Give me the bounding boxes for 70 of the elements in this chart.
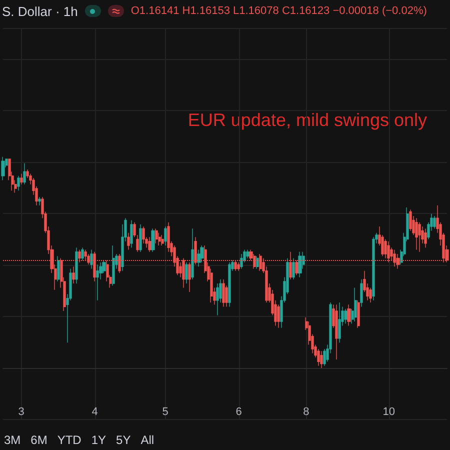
text: 6M: [30, 433, 48, 447]
candlestick: [228, 262, 231, 308]
candlestick: [185, 262, 188, 284]
candlestick: [240, 254, 243, 270]
chart-subtitle: O1.16141 H1.16153 L1.16078 C1.16123 −0.00018 (−0.02%): [130, 5, 427, 17]
x-tick-label: 5: [162, 406, 168, 418]
candlestick: [433, 216, 436, 229]
candlestick: [81, 247, 84, 261]
candlestick: [354, 287, 357, 322]
candlestick: [292, 258, 295, 280]
candlestick: [338, 302, 341, 344]
candlestick: [72, 266, 75, 284]
candlestick: [360, 278, 363, 308]
candlestick: [17, 176, 20, 191]
candlestick: [164, 226, 167, 246]
candlestick: [130, 220, 133, 248]
candlestick: [317, 348, 320, 366]
candlestick: [112, 245, 115, 286]
candlestick: [200, 245, 204, 263]
candlestick: [237, 262, 240, 272]
candlestick: [246, 249, 250, 259]
candlestick: [1, 156, 5, 180]
candlestick: [191, 228, 194, 280]
x-tick-label: 8: [303, 406, 310, 418]
x-tick-label: 3: [18, 406, 24, 418]
text: 3M: [4, 433, 21, 447]
candlestick: [197, 249, 201, 267]
text: 1Y: [91, 433, 106, 447]
candlestick: [151, 228, 155, 252]
candlestick: [344, 308, 348, 324]
candlestick: [409, 209, 412, 232]
candlestick: [142, 226, 145, 244]
candlestick: [216, 283, 219, 316]
candlestick: [57, 256, 60, 282]
candlestick: [415, 218, 418, 250]
candlestick: [418, 222, 421, 252]
candlestick: [96, 264, 99, 301]
candlestick: [256, 256, 259, 270]
text: 5Y: [116, 433, 131, 447]
candlestick: [357, 300, 360, 328]
candlestick: [23, 162, 26, 185]
candlestick: [20, 173, 23, 185]
candlestick: [158, 232, 161, 246]
chart-title: S. Dollar · 1h: [2, 4, 78, 18]
candlestick: [372, 236, 375, 301]
candlestick: [384, 238, 387, 259]
text: All: [140, 433, 154, 447]
x-tick-label: 4: [92, 406, 98, 418]
candlestick: [167, 222, 170, 252]
candlestick: [277, 304, 280, 328]
candlestick: [38, 196, 41, 206]
candlestick: [323, 348, 326, 366]
candlestick: [148, 236, 152, 252]
candlestick: [161, 234, 164, 246]
text: EUR update, mild swings only: [188, 110, 428, 130]
candlestick: [298, 252, 302, 278]
text: YTD: [57, 433, 82, 447]
candlestick: [320, 350, 323, 368]
candlestick: [335, 304, 338, 360]
candlestick: [222, 278, 225, 308]
x-tick-label: 6: [236, 406, 242, 418]
candlestick: [127, 232, 130, 250]
candlestick: [155, 228, 158, 244]
x-tick-label: 10: [382, 406, 395, 418]
candlestick: [424, 228, 427, 248]
candlestick: [347, 304, 351, 326]
candlestick: [90, 249, 93, 270]
candlestick: [369, 287, 372, 303]
candlestick: [75, 247, 78, 284]
candlestick: [139, 224, 142, 252]
